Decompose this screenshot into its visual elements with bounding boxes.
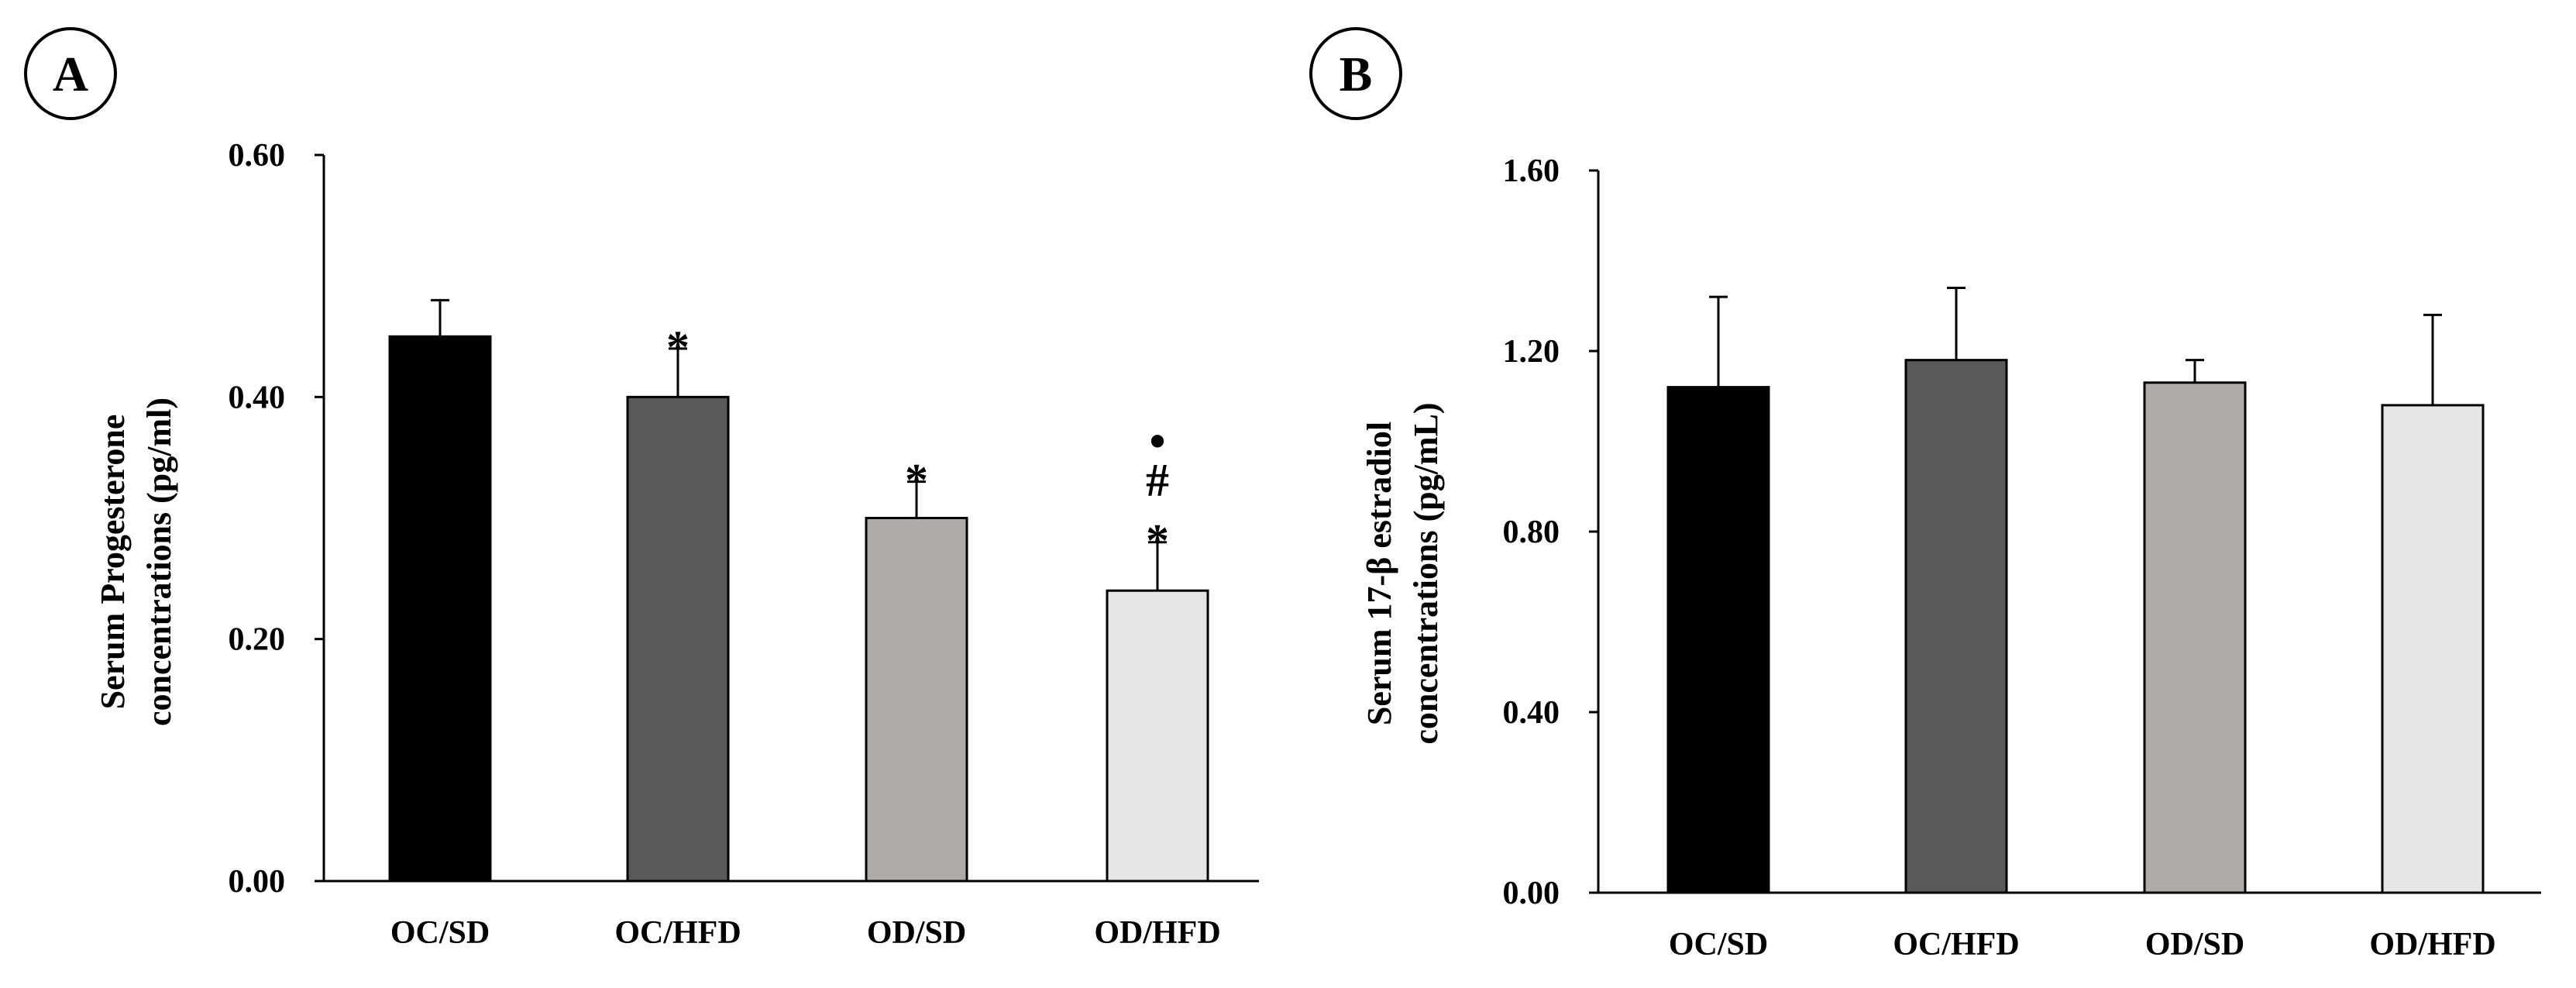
panel-b-plot: 0.00 0.40 0.80 1.20 1.60 OC/SD OC/HFD OD/SD OD/H… <box>1503 153 2541 962</box>
significance-symbol: * <box>905 455 928 506</box>
panel-a-significance-annotation: * #• <box>1146 416 1169 566</box>
panel-a-category-label: OD/SD <box>867 915 966 951</box>
panel-a-significance-annotation: * <box>666 322 690 373</box>
panel-b-y-tick-label: 1.20 <box>1503 334 1560 370</box>
panel-b-category-label: OD/SD <box>2145 927 2244 962</box>
significance-symbol: * <box>666 322 690 373</box>
panel-b-y-label-line-1: Serum 17-β estradiol <box>1360 422 1398 725</box>
panel-b-label-circle <box>1309 27 1402 120</box>
panel-a-bar-oc-hfd <box>626 395 730 883</box>
panel-a-significance-annotation: * <box>905 455 928 506</box>
panel-b-label: B <box>1340 46 1373 102</box>
panel-b-y-axis-label: Serum 17-β estradiol concentrations (pg/… <box>1360 402 1445 744</box>
panel-a-category-label: OC/SD <box>390 915 490 951</box>
panel-b-y-tick-label: 0.40 <box>1503 695 1560 731</box>
panel-a-label: A <box>53 46 88 102</box>
panel-a-category-label: OC/HFD <box>614 915 741 951</box>
panel-b-y-tick-label: 0.80 <box>1503 515 1560 550</box>
panel-a-bar-od-hfd <box>1106 589 1209 883</box>
panel-a-y-tick-label: 0.60 <box>229 138 286 174</box>
panel-b-y-tick-label: 0.00 <box>1503 876 1560 911</box>
panel-a-label-circle <box>24 27 117 120</box>
panel-b-bar-oc-sd <box>1666 386 1770 894</box>
panel-b-bar-oc-hfd <box>1904 359 2008 894</box>
significance-symbol: # <box>1146 455 1169 506</box>
panel-b-category-label: OC/SD <box>1669 927 1768 962</box>
panel-a-y-label-line-2: concentrations (pg/ml) <box>140 398 178 726</box>
panel-a-category-label: OD/HFD <box>1094 915 1220 951</box>
panel-b-y-tick-label: 1.60 <box>1503 153 1560 189</box>
panel-a-plot: 0.00 0.20 0.40 0.60 OC/SD OC/HFD * OD/SD * OD/HFD… <box>229 138 1259 951</box>
panel-b-category-label: OD/HFD <box>2369 927 2495 962</box>
significance-symbol: * <box>1146 515 1169 566</box>
significance-symbol: • <box>1149 416 1165 467</box>
panel-b-category-label: OC/HFD <box>1893 927 2019 962</box>
panel-a: A Serum Progesterone concentrations (pg/… <box>24 27 1259 951</box>
panel-b: B Serum 17-β estradiol concentrations (p… <box>1309 27 2541 962</box>
panel-a-y-axis-label: Serum Progesterone concentrations (pg/ml… <box>94 398 178 726</box>
panel-b-bar-od-sd <box>2143 381 2247 894</box>
panel-b-bar-od-hfd <box>2381 404 2485 894</box>
panel-a-y-label-line-1: Serum Progesterone <box>94 415 132 710</box>
panel-b-y-label-line-2: concentrations (pg/mL) <box>1407 402 1445 744</box>
panel-a-y-tick-label: 0.00 <box>229 864 286 900</box>
panel-a-y-tick-label: 0.20 <box>229 622 286 658</box>
panel-a-bar-oc-sd <box>388 335 492 883</box>
panel-a-y-tick-label: 0.40 <box>229 380 286 415</box>
panel-a-bar-od-sd <box>865 517 968 883</box>
